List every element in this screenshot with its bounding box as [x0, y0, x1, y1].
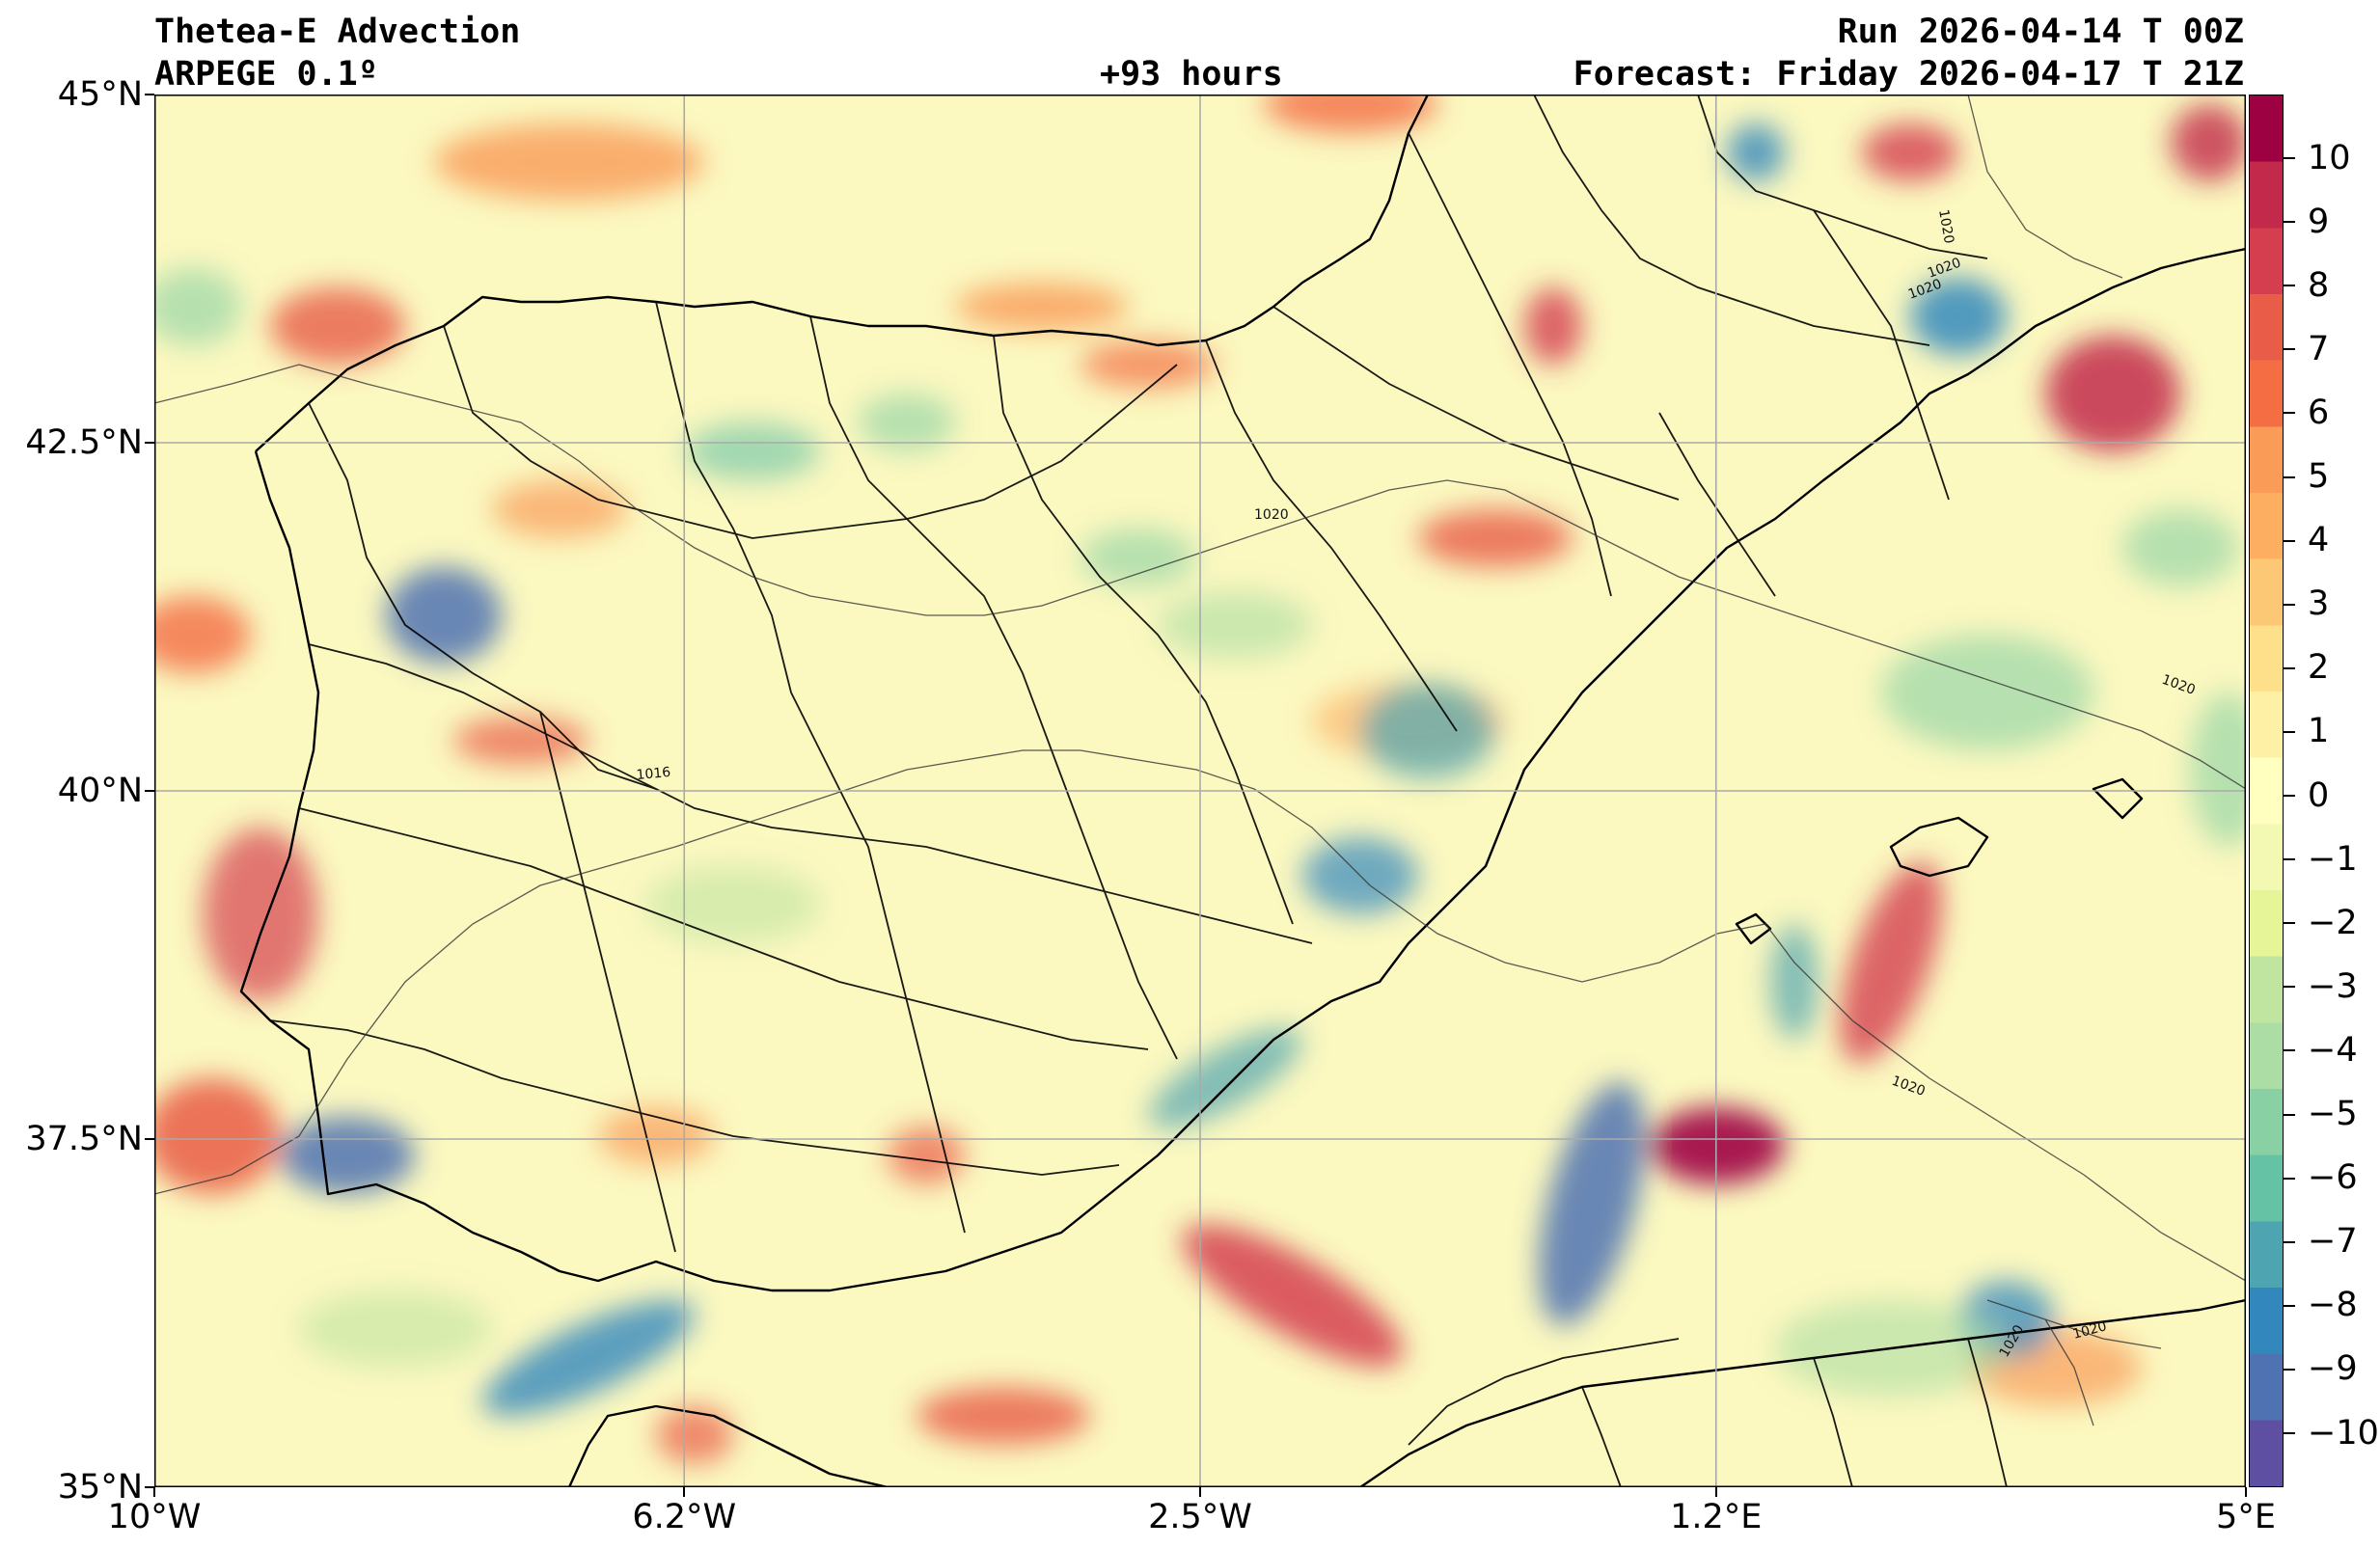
lat-tick-label: 45°N: [57, 74, 143, 114]
colorbar-tick-mark: [2284, 1177, 2295, 1180]
colorbar-tick-label: 10: [2308, 138, 2351, 177]
colorbar-tick-mark: [2284, 539, 2295, 542]
lon-tick-mark: [1714, 1487, 1717, 1497]
lat-tick-mark: [145, 94, 154, 95]
colorbar-tick-mark: [2284, 285, 2295, 287]
colorbar-tick-label: −10: [2308, 1413, 2379, 1453]
colorbar-tick-label: −5: [2308, 1095, 2358, 1133]
colorbar-tick-label: 4: [2308, 521, 2330, 560]
model-name: ARPEGE 0.1º: [154, 55, 378, 94]
colorbar-tick-mark: [2284, 986, 2295, 989]
colorbar-tick-mark: [2284, 603, 2295, 606]
isobar-label: 1020: [1254, 507, 1289, 523]
colorbar-tick-label: 2: [2308, 648, 2330, 688]
colorbar-tick-mark: [2284, 1240, 2295, 1243]
lon-tick-label: 1.2°E: [1670, 1498, 1763, 1536]
isobars: [154, 95, 2246, 1426]
colorbar-tick-mark: [2284, 795, 2295, 797]
lat-tick-mark: [145, 790, 154, 792]
lead-time: +93 hours: [1100, 55, 1283, 94]
colorbar-tick-label: 9: [2308, 202, 2330, 241]
colorbar-tick-label: −6: [2308, 1158, 2358, 1198]
colorbar-tick-mark: [2284, 221, 2295, 224]
colorbar-tick-label: −7: [2308, 1222, 2358, 1262]
colorbar-tick-mark: [2284, 666, 2295, 669]
lat-tick-label: 35°N: [57, 1467, 143, 1507]
colorbar-tick-mark: [2284, 858, 2295, 861]
lat-tick-label: 42.5°N: [25, 422, 143, 462]
coastlines: [239, 95, 2246, 1487]
colorbar-tick-label: 5: [2308, 457, 2330, 496]
colorbar-tick-mark: [2284, 348, 2295, 351]
forecast-time: Forecast: Friday 2026-04-17 T 21Z: [1573, 55, 2244, 94]
map-panel[interactable]: 1020 1020 1020 1020 1016 1020 1020 1020 …: [154, 95, 2246, 1487]
colorbar-tick-label: 7: [2308, 329, 2330, 368]
colorbar-tick-label: 6: [2308, 393, 2330, 432]
gridlines: [154, 95, 2246, 1487]
isobar-label: 1016: [636, 765, 671, 783]
isobar-label: 1020: [1935, 208, 1956, 245]
lon-tick-label: 10°W: [107, 1498, 202, 1536]
colorbar-tick-mark: [2284, 1304, 2295, 1307]
colorbar-tick-mark: [2284, 475, 2295, 478]
colorbar-tick-mark: [2284, 1049, 2295, 1052]
colorbar-tick-label: −2: [2308, 903, 2358, 942]
colorbar-tick-mark: [2284, 730, 2295, 733]
colorbar-tick-mark: [2284, 1432, 2295, 1434]
colorbar: [2249, 95, 2284, 1487]
colorbar-tick-mark: [2284, 1368, 2295, 1371]
lon-tick-mark: [153, 1487, 155, 1497]
colorbar-tick-mark: [2284, 1113, 2295, 1116]
map-canvas[interactable]: 1020 1020 1020 1020 1016 1020 1020 1020 …: [154, 95, 2246, 1487]
colorbar-tick-label: −9: [2308, 1349, 2358, 1389]
colorbar-tick-label: −1: [2308, 839, 2358, 879]
colorbar-tick-mark: [2284, 157, 2295, 159]
lon-tick-mark: [1199, 1487, 1201, 1497]
colorbar-tick-mark: [2284, 922, 2295, 925]
lat-tick-label: 37.5°N: [25, 1119, 143, 1158]
lat-tick-mark: [145, 442, 154, 444]
run-time: Run 2026-04-14 T 00Z: [1837, 13, 2244, 51]
colorbar-tick-mark: [2284, 412, 2295, 415]
colorbar-tick-label: −3: [2308, 966, 2358, 1006]
lon-tick-mark: [2245, 1487, 2247, 1497]
colorbar-tick-label: 8: [2308, 265, 2330, 305]
colorbar-tick-label: −4: [2308, 1030, 2358, 1070]
colorbar-tick-label: 1: [2308, 712, 2330, 751]
map-title: Thetea-E Advection: [154, 13, 521, 51]
colorbar-tick-label: 3: [2308, 584, 2330, 624]
lat-tick-label: 40°N: [57, 771, 143, 810]
colorbar-tick-label: −8: [2308, 1286, 2358, 1325]
lon-tick-label: 6.2°W: [632, 1498, 737, 1536]
lon-tick-label: 5°E: [2216, 1498, 2276, 1536]
lat-tick-mark: [145, 1138, 154, 1140]
colorbar-tick-label: 0: [2308, 775, 2330, 815]
advection-field: [154, 95, 2246, 1464]
lat-tick-mark: [145, 1486, 154, 1488]
lon-tick-mark: [683, 1487, 686, 1497]
map-frame: [154, 95, 2246, 1487]
lon-tick-label: 2.5°W: [1148, 1498, 1252, 1536]
admin-boundaries: [269, 95, 2008, 1487]
